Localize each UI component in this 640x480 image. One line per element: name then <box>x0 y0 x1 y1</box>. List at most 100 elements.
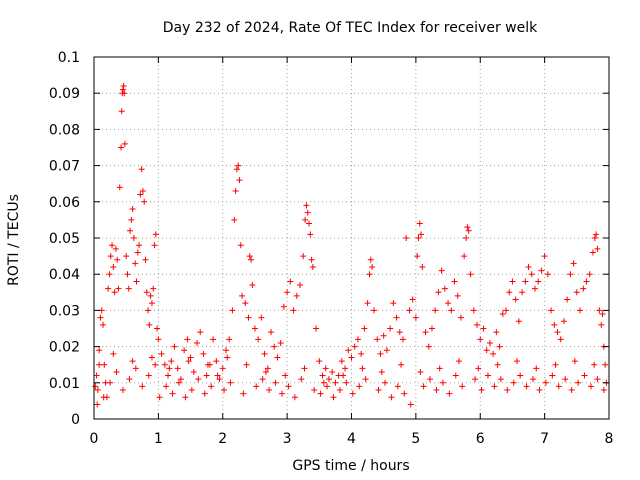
data-point <box>554 329 561 336</box>
data-point <box>416 220 423 227</box>
data-point <box>134 249 141 256</box>
data-point <box>168 358 175 365</box>
data-point <box>591 361 598 368</box>
data-point <box>438 267 445 274</box>
data-point <box>491 383 498 390</box>
data-point <box>439 379 446 386</box>
data-point <box>336 387 343 394</box>
data-point <box>322 365 329 372</box>
data-point <box>249 282 256 289</box>
data-point <box>441 285 448 292</box>
data-point <box>538 267 545 274</box>
y-tick-label: 0.03 <box>49 303 80 319</box>
data-point <box>113 368 120 375</box>
data-point <box>387 325 394 332</box>
data-point <box>128 216 135 223</box>
data-point <box>564 296 571 303</box>
x-tick-label: 6 <box>476 431 485 447</box>
data-point <box>422 329 429 336</box>
data-point <box>210 336 217 343</box>
data-point <box>351 343 358 350</box>
x-tick-label: 3 <box>283 431 292 447</box>
data-point <box>187 354 194 361</box>
data-point <box>428 325 435 332</box>
data-point <box>219 365 226 372</box>
data-point <box>171 343 178 350</box>
data-point <box>359 365 366 372</box>
data-point <box>169 390 176 397</box>
data-point <box>533 365 540 372</box>
data-point <box>378 368 385 375</box>
data-point <box>155 336 162 343</box>
data-point <box>182 394 189 401</box>
data-point <box>542 379 549 386</box>
data-point <box>304 209 311 216</box>
data-point <box>301 365 308 372</box>
data-point <box>214 372 221 379</box>
data-point <box>324 383 331 390</box>
data-point <box>506 289 513 296</box>
data-point <box>121 90 128 97</box>
y-tick-label: 0.02 <box>49 340 80 356</box>
data-point <box>110 263 117 270</box>
data-point <box>548 307 555 314</box>
chart-title: Day 232 of 2024, Rate Of TEC Index for r… <box>163 20 538 36</box>
data-point <box>375 387 382 394</box>
data-point <box>277 339 284 346</box>
data-point <box>158 350 165 357</box>
data-point <box>124 271 131 278</box>
data-point <box>194 339 200 346</box>
data-point <box>232 187 239 194</box>
data-point <box>467 271 474 278</box>
data-point <box>138 166 145 173</box>
data-point <box>264 365 271 372</box>
data-point <box>497 376 504 383</box>
data-point <box>200 350 207 357</box>
data-point <box>109 242 116 249</box>
data-point <box>190 368 197 375</box>
data-point <box>110 350 117 357</box>
data-point <box>419 263 426 270</box>
data-point <box>284 289 291 296</box>
data-point <box>432 307 439 314</box>
y-tick-label: 0.08 <box>49 122 80 138</box>
data-point <box>121 140 128 147</box>
data-point <box>319 372 326 379</box>
data-point <box>204 361 211 368</box>
data-point <box>114 256 121 263</box>
data-point <box>573 289 580 296</box>
data-point <box>591 235 598 241</box>
data-point <box>274 354 281 361</box>
data-point <box>480 325 487 332</box>
data-point <box>586 271 593 278</box>
data-point <box>517 372 524 379</box>
data-point <box>400 336 406 343</box>
data-point <box>348 354 355 361</box>
data-point <box>490 350 497 357</box>
data-point <box>266 387 273 394</box>
data-point <box>381 379 388 386</box>
data-point <box>221 387 228 394</box>
data-point <box>549 372 556 379</box>
data-point <box>303 202 310 209</box>
data-point <box>139 383 146 390</box>
data-point <box>464 224 471 231</box>
data-point <box>454 292 461 299</box>
data-point <box>401 390 408 397</box>
data-point <box>470 307 477 314</box>
data-point <box>531 285 538 292</box>
data-point <box>361 325 368 332</box>
data-point <box>100 321 107 328</box>
data-point <box>248 256 255 263</box>
data-point <box>456 358 463 365</box>
data-point <box>362 376 369 383</box>
data-point <box>580 285 587 292</box>
data-point <box>551 321 558 328</box>
data-point <box>358 350 365 357</box>
data-point <box>406 307 413 314</box>
data-point <box>177 376 184 383</box>
data-point <box>174 365 181 372</box>
data-point <box>116 184 123 191</box>
data-point <box>367 256 374 263</box>
data-point <box>457 314 464 321</box>
